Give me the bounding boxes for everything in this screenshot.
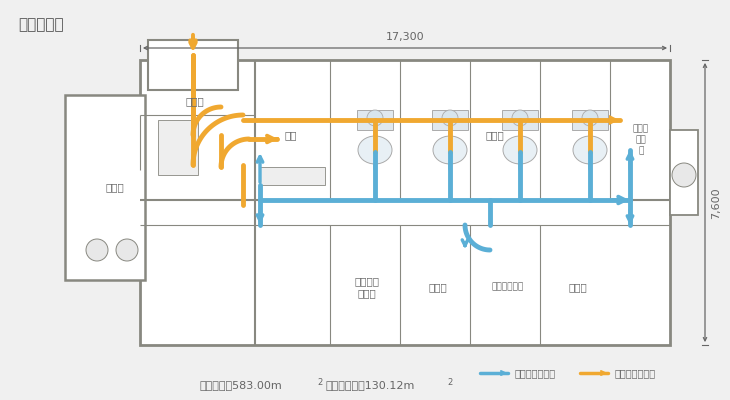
- Bar: [140, 60, 670, 345]
- Text: 2: 2: [317, 378, 322, 387]
- Text: 17,300: 17,300: [385, 32, 424, 42]
- Text: レント
ゲン
室: レント ゲン 室: [633, 124, 649, 156]
- Bar: [572, 110, 608, 130]
- Ellipse shape: [358, 136, 392, 164]
- Text: 院長室: 院長室: [569, 282, 588, 292]
- Text: 風除室: 風除室: [185, 96, 204, 106]
- Text: 患者さんの動線: 患者さんの動線: [615, 368, 656, 378]
- Bar: [158, 120, 198, 175]
- Ellipse shape: [503, 136, 537, 164]
- Circle shape: [367, 110, 383, 126]
- Text: 敷地面積：583.00m: 敷地面積：583.00m: [200, 380, 283, 390]
- Text: スタッフの動線: スタッフの動線: [515, 368, 556, 378]
- Ellipse shape: [433, 136, 467, 164]
- Bar: [432, 110, 468, 130]
- Text: 7,600: 7,600: [711, 187, 721, 219]
- Ellipse shape: [573, 136, 607, 164]
- Bar: [65, 95, 145, 280]
- Text: 2: 2: [447, 378, 453, 387]
- Text: 受付: 受付: [285, 130, 297, 140]
- Circle shape: [442, 110, 458, 126]
- Text: 消毒コーナー: 消毒コーナー: [492, 282, 524, 292]
- Text: 技工室: 技工室: [429, 282, 447, 292]
- Circle shape: [672, 163, 696, 187]
- Circle shape: [116, 239, 138, 261]
- Bar: [260, 167, 325, 185]
- Bar: [502, 110, 538, 130]
- Circle shape: [512, 110, 528, 126]
- Bar: [148, 40, 238, 90]
- Text: 待合室: 待合室: [106, 182, 124, 192]
- Bar: [357, 110, 393, 130]
- Text: レイアウト: レイアウト: [18, 17, 64, 32]
- Circle shape: [86, 239, 108, 261]
- Text: 延床面積：130.12m: 延床面積：130.12m: [325, 380, 415, 390]
- Text: 診療室: 診療室: [485, 130, 504, 140]
- Circle shape: [582, 110, 598, 126]
- Text: スタッフ
ルーム: スタッフ ルーム: [355, 276, 380, 298]
- Bar: [670, 130, 698, 215]
